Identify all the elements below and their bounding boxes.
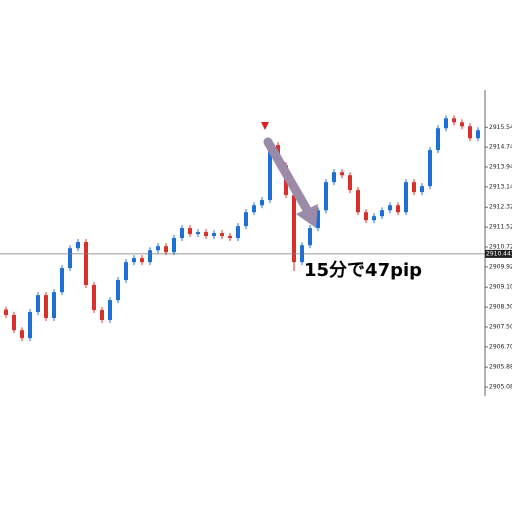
y-tick-label: 2905.880: [489, 364, 512, 371]
candle-body: [460, 122, 464, 127]
y-tick-label: 2909.100: [489, 284, 512, 291]
candle-body: [60, 268, 64, 293]
candle-body: [228, 236, 232, 239]
candle-body: [444, 118, 448, 129]
candle-body: [52, 292, 56, 319]
candle-body: [364, 212, 368, 221]
candle-body: [20, 330, 24, 339]
current-price-label: 2910.441: [486, 250, 512, 257]
candle-body: [68, 248, 72, 269]
y-tick-label: 2913.140: [489, 183, 512, 190]
candle-body: [356, 190, 360, 213]
candle-body: [428, 150, 432, 187]
candle-body: [212, 233, 216, 237]
candle-body: [244, 212, 248, 227]
candle-body: [380, 210, 384, 217]
candle-body: [100, 310, 104, 320]
candle-body: [116, 280, 120, 301]
candles: [4, 115, 480, 342]
candle-body: [180, 228, 184, 239]
candle-body: [372, 216, 376, 221]
candle-body: [292, 195, 296, 263]
candle-body: [204, 232, 208, 237]
candle-body: [316, 210, 320, 229]
candle-body: [268, 145, 272, 201]
move-arrow-head: [296, 204, 318, 228]
candle-body: [12, 315, 16, 331]
y-tick-label: 2914.740: [489, 144, 512, 151]
candle-body: [252, 205, 256, 213]
candle-body: [124, 262, 128, 281]
y-tick-label: 2915.540: [489, 124, 512, 131]
candle-body: [4, 309, 8, 316]
y-tick-label: 2912.320: [489, 204, 512, 211]
candle-body: [396, 205, 400, 213]
candle-body: [156, 246, 160, 251]
candle-body: [260, 200, 264, 206]
candle-body: [348, 175, 352, 191]
candle-body: [172, 238, 176, 253]
y-tick-label: 2908.300: [489, 304, 512, 311]
y-tick-label: 2913.940: [489, 163, 512, 170]
candle-body: [188, 228, 192, 235]
candle-body: [420, 186, 424, 193]
move-arrow-shaft: [263, 137, 311, 213]
candle-body: [468, 126, 472, 139]
candle-body: [476, 130, 480, 139]
candle-body: [44, 295, 48, 319]
candle-body: [196, 232, 200, 235]
y-tick-label: 2906.700: [489, 343, 512, 350]
y-tick-label: 2909.920: [489, 263, 512, 270]
candle-body: [28, 312, 32, 339]
candle-body: [236, 226, 240, 239]
y-tick-label: 2905.080: [489, 384, 512, 391]
current-price-box: [485, 249, 512, 258]
candle-body: [436, 128, 440, 151]
candle-body: [324, 182, 328, 211]
candle-body: [340, 172, 344, 176]
candle-body: [164, 246, 168, 253]
candle-body: [148, 250, 152, 263]
candle-body: [220, 233, 224, 237]
candle-body: [452, 118, 456, 123]
candle-body: [36, 295, 40, 313]
signal-arrow: [261, 122, 269, 130]
candle-body: [92, 284, 96, 311]
y-tick-label: 2910.720: [489, 243, 512, 250]
candle-body: [308, 228, 312, 246]
y-tick-label: 2907.500: [489, 323, 512, 330]
candle-body: [76, 242, 80, 249]
candle-body: [132, 258, 136, 263]
annotation: 15分で47pip: [304, 260, 422, 281]
candle-body: [84, 242, 88, 285]
candle-body: [388, 205, 392, 211]
candle-body: [140, 258, 144, 263]
candle-body: [108, 300, 112, 320]
y-tick-label: 2911.520: [489, 224, 512, 231]
candle-body: [412, 182, 416, 193]
candle-body: [404, 182, 408, 213]
candle-body: [332, 172, 336, 183]
